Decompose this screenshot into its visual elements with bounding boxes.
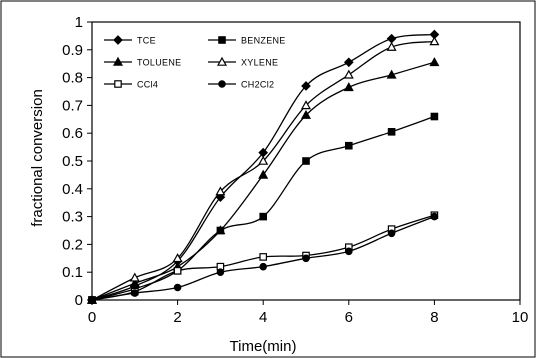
data-point-ccl4 (173, 267, 182, 275)
data-point-tce (301, 81, 311, 91)
data-point-toluene (386, 69, 397, 79)
y-tick-label: 1 (75, 14, 83, 31)
data-point-toluene (258, 169, 269, 179)
legend-marker-xylene (216, 56, 228, 66)
data-point-toluene (429, 57, 440, 67)
x-tick-label: 4 (259, 309, 267, 326)
data-point-benzene (302, 157, 310, 165)
y-tick-label: 0.3 (62, 209, 83, 226)
data-point-xylene (215, 186, 226, 196)
legend-item-ch2cl2: CH2Cl2 (208, 80, 274, 90)
data-point-benzene (430, 112, 439, 121)
x-axis-title: Time(min) (230, 338, 297, 355)
data-point-xylene (172, 253, 183, 263)
data-point-xylene (258, 155, 269, 165)
legend-marker-ccl4 (114, 80, 122, 88)
y-tick-label: 0 (75, 292, 83, 309)
data-point-xylene (343, 69, 354, 79)
x-tick-label: 0 (88, 309, 96, 326)
legend: TCE BENZENE TOLUENE XYLENE CCl4 CH2Cl2 (104, 35, 286, 90)
legend-label-ccl4: CCl4 (137, 80, 158, 90)
y-tick-label: 0.2 (62, 236, 83, 253)
x-tick-label: 10 (512, 309, 529, 326)
legend-label-tce: TCE (137, 36, 156, 46)
y-tick-label: 0.5 (62, 153, 83, 170)
x-tick-label: 2 (173, 309, 181, 326)
data-point-ch2cl2 (88, 296, 96, 304)
data-point-xylene (429, 36, 440, 46)
x-tick-label: 6 (345, 309, 353, 326)
legend-marker-toluene (112, 56, 124, 66)
y-axis-title: fractional conversion (29, 89, 46, 227)
x-tick-label: 8 (430, 309, 438, 326)
data-point-ch2cl2 (173, 283, 182, 292)
data-point-toluene (215, 225, 226, 235)
y-tick-label: 0.7 (62, 97, 83, 114)
data-point-ch2cl2 (131, 289, 139, 297)
legend-item-ccl4: CCl4 (104, 80, 158, 90)
legend-marker-ch2cl2 (218, 80, 226, 88)
legend-label-benzene: BENZENE (241, 36, 286, 46)
legend-marker-benzene (218, 36, 226, 44)
legend-item-toluene: TOLUENE (104, 56, 181, 68)
y-tick-label: 0.9 (62, 42, 83, 59)
legend-item-benzene: BENZENE (208, 36, 286, 46)
legend-marker-tce (113, 35, 123, 45)
data-point-benzene (345, 141, 353, 150)
series-ch2cl2 (88, 212, 439, 304)
data-point-ch2cl2 (216, 268, 225, 277)
data-point-ch2cl2 (430, 212, 439, 221)
data-point-ch2cl2 (344, 247, 353, 256)
y-tick-label: 0.1 (62, 264, 83, 281)
y-tick-label: 0.6 (62, 125, 83, 142)
legend-item-tce: TCE (104, 35, 156, 46)
data-point-toluene (300, 109, 312, 119)
data-point-benzene (259, 212, 268, 221)
y-tick-label: 0.8 (62, 70, 83, 87)
data-point-xylene (386, 41, 397, 51)
data-point-xylene (129, 272, 140, 282)
data-point-tce (343, 57, 354, 68)
y-tick-label: 0.4 (62, 181, 83, 198)
legend-item-xylene: XYLENE (208, 56, 278, 68)
data-point-ch2cl2 (259, 262, 268, 271)
data-point-benzene (387, 128, 396, 136)
legend-label-toluene: TOLUENE (137, 58, 181, 68)
series-group (86, 29, 440, 305)
data-point-toluene (343, 82, 354, 92)
data-point-toluene (129, 278, 140, 288)
legend-label-ch2cl2: CH2Cl2 (241, 80, 274, 90)
data-point-ch2cl2 (387, 229, 396, 238)
legend-label-xylene: XYLENE (241, 58, 278, 68)
data-point-ch2cl2 (302, 254, 310, 263)
data-point-ccl4 (259, 253, 268, 261)
data-point-xylene (300, 100, 312, 110)
